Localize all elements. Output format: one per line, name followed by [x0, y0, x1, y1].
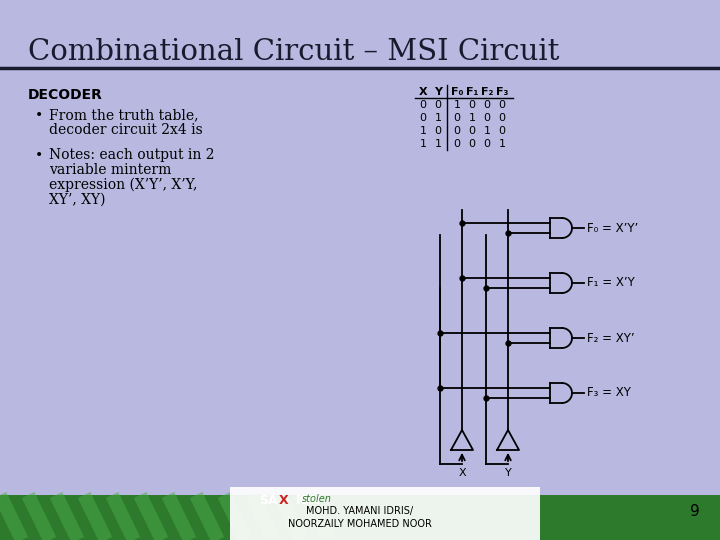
Text: SA: SA [259, 494, 278, 507]
Bar [230, 487, 540, 540]
Text: X: X [419, 87, 427, 97]
Text: 1: 1 [434, 113, 441, 123]
Text: 0: 0 [420, 100, 426, 110]
Text: 0: 0 [484, 113, 490, 123]
Text: 0: 0 [469, 126, 475, 136]
Text: 1: 1 [498, 139, 505, 149]
Text: 0: 0 [469, 100, 475, 110]
Text: 0: 0 [434, 126, 441, 136]
Text: 9: 9 [690, 504, 700, 519]
Text: DECODER: DECODER [28, 88, 103, 102]
Text: F₂: F₂ [481, 87, 493, 97]
Text: 0: 0 [498, 126, 505, 136]
Text: Notes: each output in 2: Notes: each output in 2 [49, 148, 215, 162]
Text: 1: 1 [454, 100, 461, 110]
Text: •: • [35, 148, 43, 162]
Text: F₂ = XY’: F₂ = XY’ [587, 332, 634, 345]
Text: 0: 0 [434, 100, 441, 110]
Text: ION: ION [296, 494, 322, 507]
Text: X: X [458, 468, 466, 478]
Text: F₃ = XY: F₃ = XY [587, 387, 631, 400]
Text: 1: 1 [420, 139, 426, 149]
Text: F₀ = X’Y’: F₀ = X’Y’ [587, 221, 638, 234]
Text: F₁: F₁ [466, 87, 478, 97]
Text: expression (X’Y’, X’Y,: expression (X’Y’, X’Y, [49, 178, 197, 192]
Text: 1: 1 [469, 113, 475, 123]
Text: X: X [279, 494, 289, 507]
Text: •: • [35, 108, 43, 122]
Text: 0: 0 [454, 113, 461, 123]
Text: Combinational Circuit – MSI Circuit: Combinational Circuit – MSI Circuit [28, 38, 559, 66]
Text: F₃: F₃ [496, 87, 508, 97]
Text: 0: 0 [498, 100, 505, 110]
Text: Y: Y [434, 87, 442, 97]
Text: stolen: stolen [302, 494, 332, 504]
Text: 1: 1 [484, 126, 490, 136]
Text: 0: 0 [484, 100, 490, 110]
Text: 0: 0 [498, 113, 505, 123]
Text: 0: 0 [484, 139, 490, 149]
Text: F₀: F₀ [451, 87, 463, 97]
Text: MOHD. YAMANI IDRIS/: MOHD. YAMANI IDRIS/ [307, 506, 413, 516]
Text: From the truth table,: From the truth table, [49, 108, 199, 122]
Text: 1: 1 [434, 139, 441, 149]
Text: NOORZAILY MOHAMED NOOR: NOORZAILY MOHAMED NOOR [288, 519, 432, 529]
Text: XY’, XY): XY’, XY) [49, 193, 106, 207]
Text: 0: 0 [469, 139, 475, 149]
Text: 0: 0 [454, 139, 461, 149]
Bar [0, 495, 720, 540]
Text: variable minterm: variable minterm [49, 163, 171, 177]
Text: 1: 1 [420, 126, 426, 136]
Text: Y: Y [505, 468, 511, 478]
Text: 0: 0 [454, 126, 461, 136]
Text: 0: 0 [420, 113, 426, 123]
Text: decoder circuit 2x4 is: decoder circuit 2x4 is [49, 123, 203, 137]
Text: F₁ = X’Y: F₁ = X’Y [587, 276, 635, 289]
